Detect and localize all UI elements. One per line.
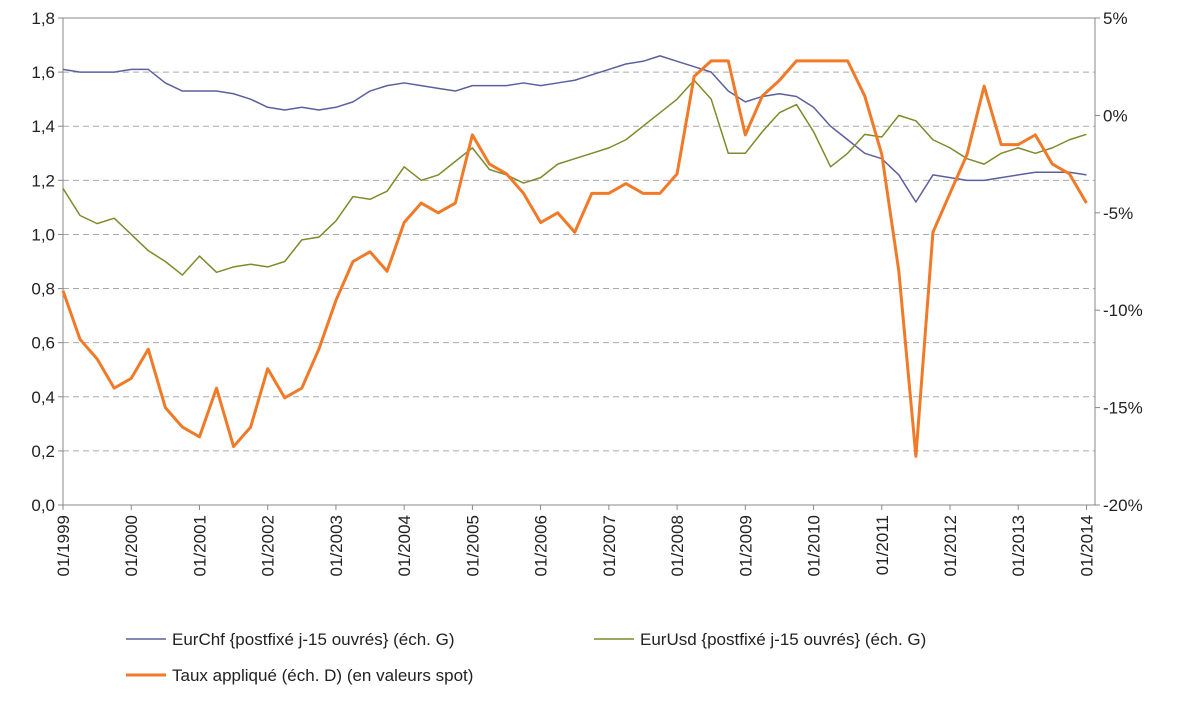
x-tick-label: 01/2011 (873, 515, 892, 575)
series-line (62, 79, 1087, 276)
y2-tick-label: -10% (1103, 301, 1143, 320)
y-tick-label: 0,4 (31, 388, 55, 407)
legend-label: Taux appliqué (éch. D) (en valeurs spot) (172, 666, 473, 685)
x-tick-label: 01/1999 (54, 515, 73, 576)
y-tick-label: 0,2 (31, 442, 55, 461)
x-tick-label: 01/2014 (1077, 515, 1096, 576)
legend-label: EurUsd {postfixé j-15 ouvrés} (éch. G) (640, 630, 926, 649)
y-tick-label: 1,4 (31, 117, 55, 136)
x-tick-label: 01/2004 (395, 515, 414, 576)
plot-frame (62, 17, 1096, 506)
x-tick-label: 01/2005 (463, 515, 482, 576)
x-tick-label: 01/2007 (600, 515, 619, 576)
series-line (61, 59, 1088, 458)
y2-tick-label: 0% (1103, 106, 1128, 125)
y-tick-label: 0,6 (31, 334, 55, 353)
y-tick-label: 1,6 (31, 63, 55, 82)
y2-tick-label: 5% (1103, 9, 1128, 28)
x-tick-label: 01/2003 (327, 515, 346, 576)
y-tick-label: 1,0 (31, 225, 55, 244)
x-tick-label: 01/2012 (941, 515, 960, 576)
x-tick-label: 01/2006 (532, 515, 551, 576)
y-tick-label: 0,0 (31, 496, 55, 515)
x-tick-label: 01/2013 (1009, 515, 1028, 576)
x-tick-label: 01/2001 (190, 515, 209, 576)
y2-tick-label: -5% (1103, 204, 1133, 223)
y-tick-label: 1,2 (31, 171, 55, 190)
x-tick-label: 01/2002 (259, 515, 278, 576)
legend-label: EurChf {postfixé j-15 ouvrés} (éch. G) (172, 630, 455, 649)
x-tick-label: 01/2009 (736, 515, 755, 576)
y-tick-label: 0,8 (31, 280, 55, 299)
x-tick-label: 01/2010 (805, 515, 824, 576)
series-line (62, 55, 1087, 203)
y2-tick-label: -20% (1103, 496, 1143, 515)
y-tick-label: 1,8 (31, 9, 55, 28)
y2-tick-label: -15% (1103, 399, 1143, 418)
x-tick-label: 01/2000 (122, 515, 141, 576)
x-tick-label: 01/2008 (668, 515, 687, 576)
